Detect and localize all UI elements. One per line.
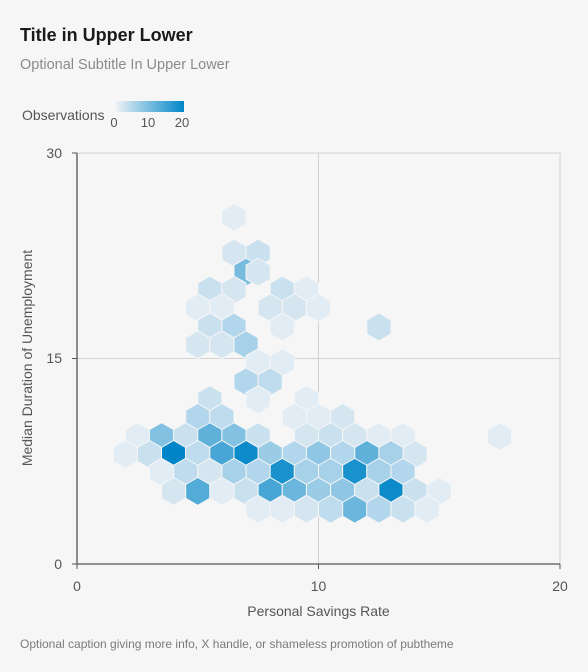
x-tick-label: 20 bbox=[552, 578, 568, 594]
hex-bin bbox=[366, 312, 392, 342]
y-tick-label: 0 bbox=[54, 556, 62, 572]
x-tick-label: 10 bbox=[311, 578, 327, 594]
chart-subtitle: Optional Subtitle In Upper Lower bbox=[20, 57, 230, 73]
hex-bin bbox=[305, 293, 332, 323]
legend: Observations 0 10 20 bbox=[22, 101, 189, 130]
hex-bins bbox=[112, 202, 513, 524]
chart-caption: Optional caption giving more info, X han… bbox=[20, 637, 454, 651]
hex-bin bbox=[245, 385, 271, 415]
legend-tick-label: 20 bbox=[175, 115, 189, 130]
legend-title: Observations bbox=[22, 107, 104, 123]
hex-bin bbox=[414, 494, 440, 524]
y-axis-title: Median Duration of Unemployment bbox=[19, 250, 35, 466]
legend-tick-label: 0 bbox=[110, 115, 117, 130]
hex-bin bbox=[245, 257, 271, 287]
y-tick-label: 15 bbox=[46, 350, 62, 366]
x-tick-label: 0 bbox=[73, 578, 81, 594]
hex-bin bbox=[487, 422, 513, 452]
y-tick-label: 30 bbox=[46, 145, 62, 161]
hex-bin bbox=[221, 202, 247, 232]
hex-bin bbox=[269, 312, 295, 342]
x-axis-title: Personal Savings Rate bbox=[247, 603, 390, 619]
legend-color-bar bbox=[116, 101, 184, 112]
chart-title: Title in Upper Lower bbox=[20, 25, 193, 45]
legend-tick-label: 10 bbox=[141, 115, 155, 130]
